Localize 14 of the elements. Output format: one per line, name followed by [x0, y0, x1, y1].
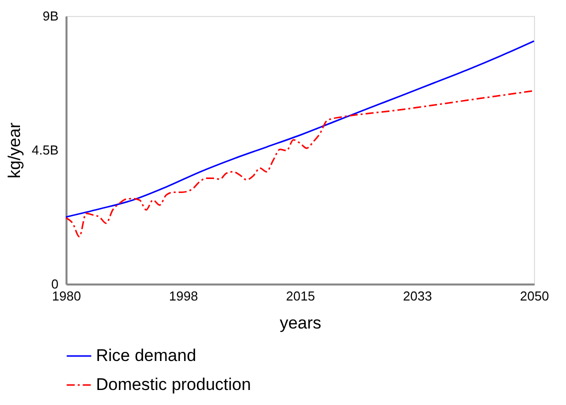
legend-label: Domestic production	[96, 375, 251, 394]
y-tick-label: 4.5B	[32, 142, 58, 158]
x-tick-label: 2033	[403, 288, 432, 304]
y-axis-title: kg/year	[4, 122, 24, 178]
x-tick-label: 1998	[169, 288, 198, 304]
x-axis-title: years	[280, 314, 322, 332]
x-tick-label: 1980	[52, 288, 81, 304]
y-tick-label: 0	[51, 276, 58, 292]
line-series	[65, 90, 535, 238]
line-series	[65, 40, 535, 218]
y-tick-label: 9B	[42, 8, 58, 24]
x-tick-label: 2050	[520, 288, 549, 304]
x-tick-label: 2015	[286, 288, 315, 304]
legend-label: Rice demand	[96, 346, 196, 365]
